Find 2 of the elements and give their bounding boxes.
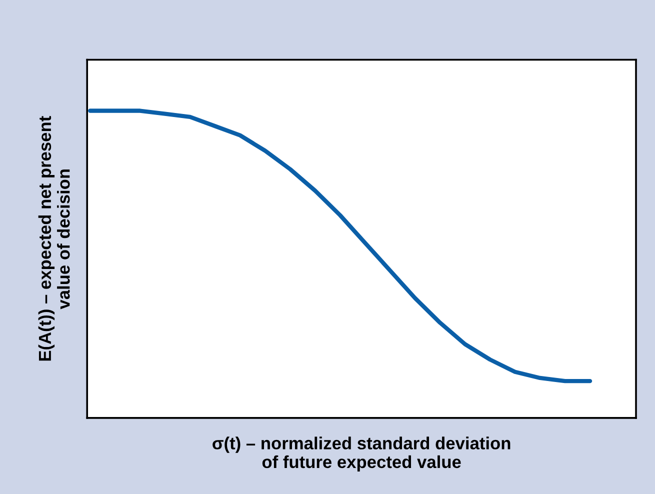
x-axis-title: σ(t) – normalized standard deviation of future expected value <box>212 436 510 472</box>
y-axis-title: E(A(t)) – expected net present value of decision <box>38 116 70 361</box>
